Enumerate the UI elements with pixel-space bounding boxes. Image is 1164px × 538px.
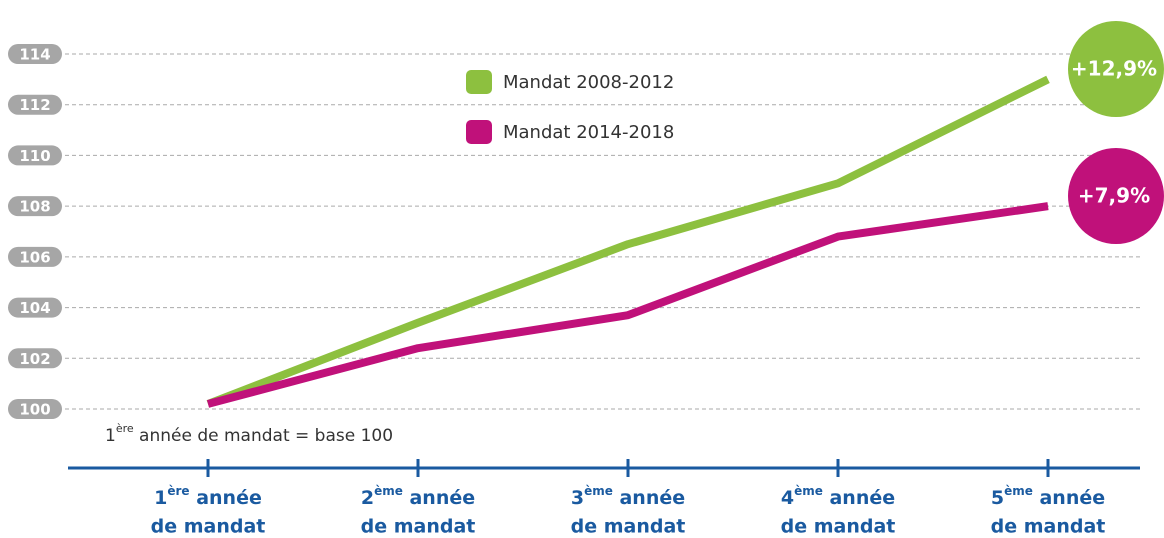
x-tick-label: 4ème année bbox=[781, 484, 895, 509]
legend-label: Mandat 2008-2012 bbox=[503, 72, 674, 93]
x-tick-label: de mandat bbox=[781, 516, 896, 538]
tick-pill bbox=[8, 399, 62, 419]
label-word: année bbox=[613, 487, 685, 509]
y-tick-label: 102 bbox=[19, 350, 50, 368]
ordinal-suffix: ème bbox=[374, 484, 403, 498]
label-word: année bbox=[403, 487, 475, 509]
series-line bbox=[206, 75, 1050, 408]
annotation-badge bbox=[1068, 21, 1164, 117]
x-tick-label: de mandat bbox=[151, 516, 266, 538]
y-tick-label: 112 bbox=[19, 96, 50, 114]
legend-swatch bbox=[466, 120, 492, 144]
label-word: année bbox=[190, 487, 262, 509]
tick-pill bbox=[8, 348, 62, 369]
x-tick-label: 3ème année bbox=[571, 484, 685, 509]
note: 1ère année de mandat = base 100 bbox=[105, 422, 393, 446]
annotation: +12,9% bbox=[1071, 57, 1157, 81]
tick-pill bbox=[8, 94, 62, 115]
note-text: année de mandat = base 100 bbox=[134, 426, 393, 446]
note-number: 1 bbox=[105, 426, 116, 446]
legend-label: Mandat 2014-2018 bbox=[503, 122, 674, 143]
note-sup: ère bbox=[116, 422, 134, 435]
x-tick-label: 1ère année bbox=[154, 484, 262, 509]
x-tick-label: de mandat bbox=[991, 516, 1106, 538]
tick-pill bbox=[8, 196, 62, 217]
annotation: +7,9% bbox=[1078, 184, 1150, 208]
label-word: année bbox=[823, 487, 895, 509]
annotation-badge bbox=[1068, 148, 1164, 244]
y-tick-label: 110 bbox=[19, 147, 50, 165]
x-tick-label: de mandat bbox=[571, 516, 686, 538]
tick-pill bbox=[8, 246, 62, 267]
label-word: année bbox=[1033, 487, 1105, 509]
y-tick-label: 114 bbox=[19, 46, 50, 64]
y-tick-label: 108 bbox=[19, 198, 50, 216]
ordinal: 5 bbox=[991, 487, 1004, 509]
ordinal-suffix: ème bbox=[584, 484, 613, 498]
y-tick-label: 104 bbox=[19, 299, 50, 317]
y-tick-label: 106 bbox=[19, 248, 50, 266]
x-tick-label: 2ème année bbox=[361, 484, 475, 509]
ordinal-suffix: ère bbox=[167, 484, 189, 498]
tick-pill bbox=[8, 44, 62, 64]
ordinal: 3 bbox=[571, 487, 584, 509]
tick-pill bbox=[8, 145, 62, 166]
ordinal-suffix: ème bbox=[794, 484, 823, 498]
y-tick-label: 100 bbox=[19, 401, 50, 419]
ordinal-suffix: ème bbox=[1004, 484, 1033, 498]
series-line bbox=[206, 202, 1049, 408]
ordinal: 1 bbox=[154, 487, 167, 509]
legend-swatch bbox=[466, 70, 492, 94]
x-tick-label: 5ème année bbox=[991, 484, 1105, 509]
x-tick-label: de mandat bbox=[361, 516, 476, 538]
ordinal: 2 bbox=[361, 487, 374, 509]
ordinal: 4 bbox=[781, 487, 794, 509]
tick-pill bbox=[8, 297, 62, 318]
